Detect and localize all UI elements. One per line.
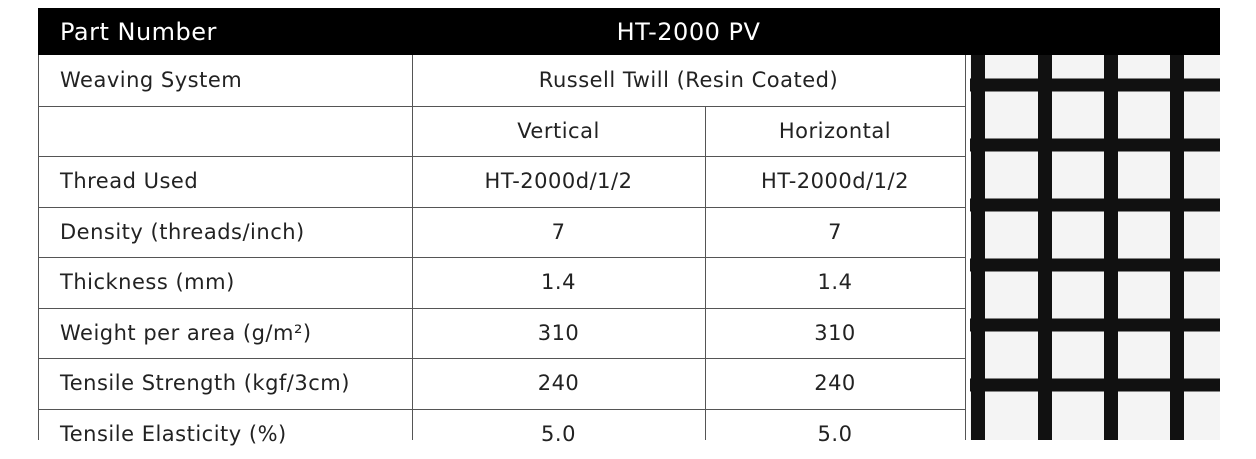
cell-value: 1.4 (412, 257, 705, 308)
header-bar: Part Number HT-2000 PV (38, 8, 1220, 55)
cell-value: 7 (705, 207, 965, 258)
row-divider (38, 358, 965, 359)
row-label: Thickness (mm) (38, 257, 412, 308)
row-label: Tensile Elasticity (%) (38, 409, 412, 459)
header-value: HT-2000 PV (412, 8, 965, 55)
row-divider (38, 106, 965, 107)
mesh-image (970, 55, 1220, 440)
row-label: Thread Used (38, 156, 412, 207)
row-label: Tensile Strength (kgf/3cm) (38, 358, 412, 409)
cell-value: 310 (412, 308, 705, 359)
cell-value: 1.4 (705, 257, 965, 308)
column-header: Vertical (412, 106, 705, 157)
row-label: Density (threads/inch) (38, 207, 412, 258)
row-label: Weight per area (g/m²) (38, 308, 412, 359)
column-divider (705, 106, 706, 441)
cell-value: HT-2000d/1/2 (705, 156, 965, 207)
cell-value: 240 (412, 358, 705, 409)
column-header: Horizontal (705, 106, 965, 157)
cell-value: 5.0 (412, 409, 705, 459)
cell-value: 5.0 (705, 409, 965, 459)
row-divider (38, 308, 965, 309)
row-divider (38, 257, 965, 258)
row-label: Weaving System (38, 55, 412, 106)
cell-value: HT-2000d/1/2 (412, 156, 705, 207)
cell-value: 310 (705, 308, 965, 359)
spanned-value: Russell Twill (Resin Coated) (412, 55, 965, 106)
table-border (38, 55, 39, 440)
table-border (965, 55, 966, 440)
column-divider (412, 55, 413, 440)
cell-value: 240 (705, 358, 965, 409)
header-label: Part Number (38, 8, 412, 55)
row-divider (38, 156, 965, 157)
cell-value: 7 (412, 207, 705, 258)
row-divider (38, 409, 965, 410)
row-divider (38, 207, 965, 208)
